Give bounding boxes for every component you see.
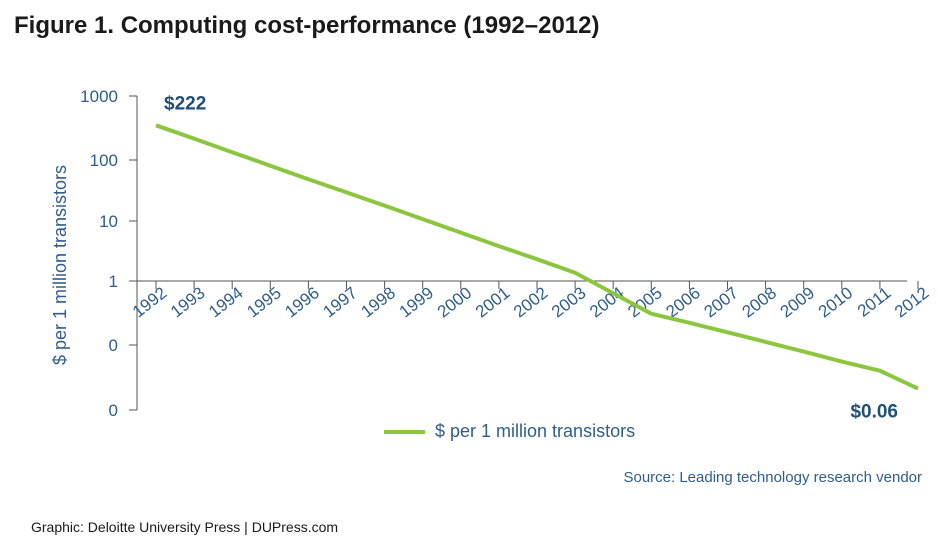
x-tick-label: 2009 (777, 283, 819, 321)
x-tick-label: 2003 (548, 283, 590, 321)
legend-swatch (384, 429, 425, 434)
y-tick-label: 100 (90, 151, 118, 170)
source-note: Source: Leading technology research vend… (623, 469, 922, 486)
chart-axes (129, 95, 919, 411)
x-tick-label: 2011 (854, 283, 895, 320)
annotations: $222 $0.06 (164, 93, 898, 422)
x-tick-label: 1995 (243, 283, 285, 321)
x-tick-label: 1997 (319, 283, 361, 321)
y-tick-label: 10 (99, 212, 118, 231)
x-tick-label: 1993 (167, 283, 209, 321)
annotation-label: $222 (164, 93, 206, 114)
y-tick-label: 1000 (80, 87, 118, 106)
x-tick-label: 2012 (891, 283, 933, 321)
y-axis-label: $ per 1 million transistors (50, 165, 70, 365)
x-tick-label: 2010 (815, 283, 857, 321)
series-lines (155, 123, 919, 391)
x-tick-label: 1999 (396, 283, 438, 321)
x-tick-label: 1994 (205, 283, 247, 321)
x-tick-label: 1992 (129, 283, 171, 321)
x-tick-label: 1996 (281, 283, 323, 321)
x-tick-label: 1998 (358, 283, 400, 321)
y-tick-label: 1 (109, 272, 118, 291)
legend-label: $ per 1 million transistors (435, 421, 636, 441)
x-tick-label: 2006 (662, 283, 704, 321)
x-tick-labels: 1992199319941995199619971998199920002001… (129, 283, 933, 321)
y-tick-label: 0 (109, 336, 118, 355)
x-tick-label: 2002 (510, 283, 552, 321)
annotation-label: $0.06 (850, 402, 898, 423)
x-tick-label: 2001 (472, 283, 514, 321)
x-tick-label: 2008 (739, 283, 781, 321)
credit-line: Graphic: Deloitte University Press | DUP… (31, 519, 339, 535)
y-tick-label: 0 (109, 401, 118, 420)
x-tick-label: 2007 (700, 283, 742, 321)
x-tick-label: 2000 (434, 283, 476, 321)
series-line (155, 123, 919, 391)
figure-title: Figure 1. Computing cost-performance (19… (14, 12, 600, 39)
legend: $ per 1 million transistors (384, 421, 635, 442)
